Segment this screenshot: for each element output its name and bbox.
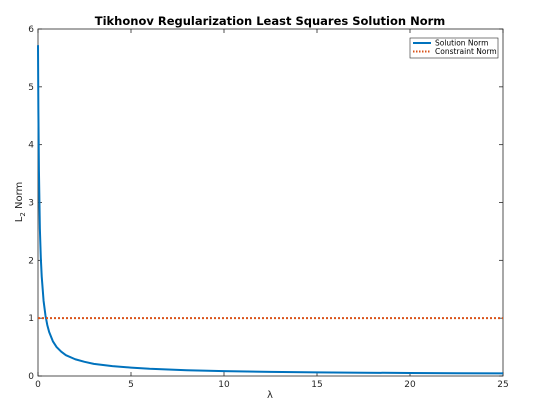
x-tick-label: 15	[311, 380, 322, 390]
y-tick-label: 0	[28, 372, 34, 382]
y-tick-label: 1	[28, 314, 34, 324]
legend-label-constraint-norm: Constraint Norm	[435, 47, 497, 56]
y-axis-label: L2 Norm	[14, 182, 27, 223]
x-axis: 0 5 10 15 20 25	[35, 29, 509, 390]
y-axis-label-subscript: 2	[19, 212, 27, 216]
series-line-solution-norm	[37, 45, 504, 375]
x-tick-label: 25	[497, 380, 508, 390]
y-tick-label: 5	[28, 83, 34, 93]
x-axis-label: λ	[267, 390, 273, 401]
x-tick-label: 5	[128, 380, 134, 390]
y-tick-label: 6	[28, 25, 34, 35]
x-tick-label: 20	[404, 380, 416, 390]
chart-title: Tikhonov Regularization Least Squares So…	[95, 14, 446, 28]
series-layer	[37, 45, 504, 375]
legend-label-solution-norm: Solution Norm	[435, 39, 488, 48]
y-tick-label: 2	[28, 256, 34, 266]
plot-area	[37, 28, 504, 377]
x-tick-label: 0	[35, 380, 41, 390]
y-axis-label-rest: Norm	[14, 182, 25, 212]
y-tick-label: 4	[28, 141, 34, 151]
y-axis-label-main: L	[14, 216, 25, 222]
y-tick-label: 3	[28, 199, 34, 209]
legend: Solution Norm Constraint Norm	[409, 37, 499, 59]
x-tick-label: 10	[218, 380, 230, 390]
legend-box	[409, 37, 499, 59]
